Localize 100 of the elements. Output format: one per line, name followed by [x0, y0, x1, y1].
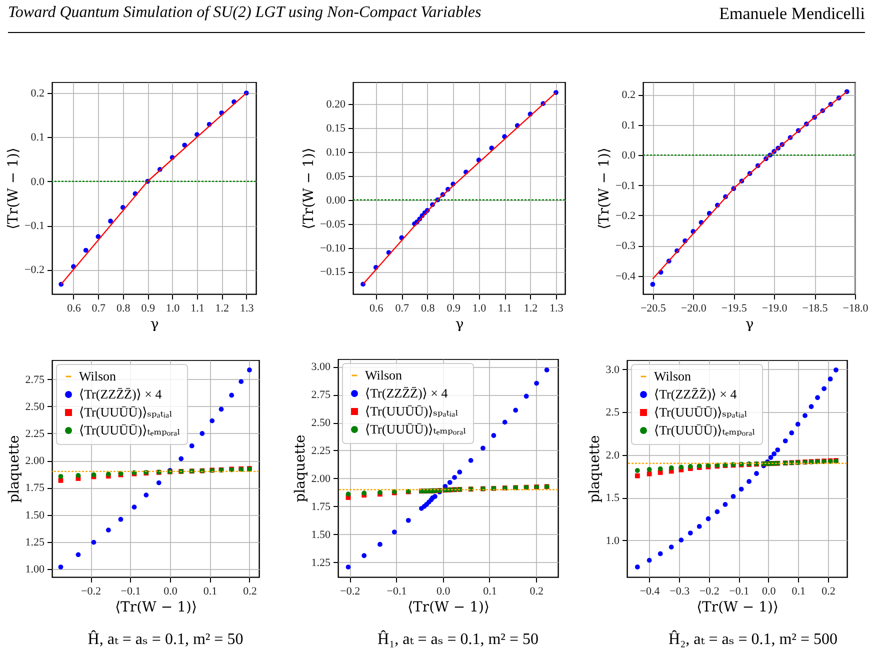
x-tick-label: 1.3	[240, 302, 254, 314]
x-tick-label: 0.1	[483, 586, 497, 598]
y-tick-label: −0.3	[616, 240, 636, 252]
x-tick-label: 0.8	[116, 302, 131, 314]
y-tick-label: 3.0	[606, 364, 620, 376]
legend-label: ⟨Tr(UUŪŪ)⟩ₛₚₐₜᵢₐₗ	[365, 404, 458, 418]
y-tick-label: 1.50	[25, 509, 45, 522]
x-tick-label: 1.2	[215, 302, 230, 314]
x-tick-label: −0.3	[670, 586, 690, 598]
x-tick-label: 0.2	[822, 586, 836, 598]
x-tick-label: 0.0	[436, 586, 451, 598]
legend-label: ⟨Tr(UUŪŪ)⟩ₜₑₘₚₒᵣₐₗ	[79, 422, 180, 438]
x-tick-label: 1.2	[524, 302, 538, 314]
y-tick-label: 1.50	[311, 528, 331, 541]
x-axis-title: ⟨Tr(W − 1)⟩	[408, 600, 490, 616]
x-tick-label: −0.1	[386, 586, 407, 598]
y-tick-label: 2.50	[311, 417, 331, 430]
x-tick-label: 0.7	[395, 302, 410, 314]
x-tick-label: −0.2	[81, 586, 102, 598]
y-tick-label: 1.25	[311, 556, 331, 569]
legend-label: Wilson	[79, 368, 117, 384]
y-tick-label: 0.0	[30, 176, 45, 188]
y-tick-label: 1.5	[606, 492, 620, 504]
y-tick-label: 2.25	[311, 444, 331, 457]
x-tick-label: −0.2	[340, 586, 360, 598]
x-tick-label: −0.2	[699, 586, 720, 598]
y-tick-label: −0.2	[616, 210, 636, 222]
legend-label: ⟨Tr(UUŪŪ)⟩ₛₚₐₜᵢₐₗ	[654, 404, 748, 420]
y-tick-label: 2.75	[311, 389, 331, 402]
legend-label: ⟨Tr(ZZZ̄Z̄)⟩ × 4	[79, 386, 162, 402]
x-tick-label: 1.1	[190, 302, 204, 314]
text: Ĥ, aₜ = aₛ = 0.1, m² = 50	[88, 629, 244, 649]
x-tick-label: 1.1	[498, 302, 512, 314]
x-tick-label: −0.1	[120, 586, 141, 598]
y-tick-label: 3.00	[311, 361, 331, 374]
y-tick-label: −0.10	[320, 242, 346, 254]
x-tick-label: −18.0	[842, 302, 869, 314]
y-tick-label: 0.0	[622, 150, 636, 162]
y-tick-label: 2.50	[25, 400, 45, 413]
y-axis-title: ⟨Tr(W − 1)⟩	[301, 148, 318, 230]
x-axis-title: ⟨Tr(W − 1)⟩	[696, 600, 778, 616]
y-tick-label: −0.2	[24, 264, 44, 276]
x-axis-title: ⟨Tr(W − 1)⟩	[115, 600, 197, 616]
x-tick-label: 0.8	[420, 302, 436, 314]
text: Ĥ₁, aₜ = aₛ = 0.1, m² = 50	[378, 629, 538, 649]
y-tick-label: 0.15	[326, 122, 346, 134]
x-tick-label: 0.2	[530, 586, 544, 598]
legend-label: ⟨Tr(UUŪŪ)⟩ₜₑₘₚₒᵣₐₗ	[365, 422, 466, 436]
y-axis-title: ⟨Tr(W − 1)⟩	[6, 148, 22, 230]
y-tick-label: 0.1	[30, 132, 44, 144]
y-axis-title: plaquette	[586, 435, 603, 503]
x-tick-label: 0.0	[762, 586, 776, 598]
y-tick-label: 2.5	[606, 406, 620, 419]
text: Toward Quantum Simulation of SU(2) LGT using Non-Compact Variables	[8, 4, 482, 22]
y-tick-label: −0.1	[24, 220, 44, 232]
x-tick-label: −0.4	[640, 586, 660, 598]
y-tick-label: 1.00	[25, 563, 45, 576]
y-tick-label: 1.75	[25, 482, 45, 494]
x-tick-label: 1.0	[166, 302, 180, 314]
y-tick-label: 2.75	[25, 374, 45, 386]
y-tick-label: 0.10	[326, 146, 346, 158]
x-tick-label: 1.3	[550, 302, 564, 314]
legend-label: ⟨Tr(UUŪŪ)⟩ₜₑₘₚₒᵣₐₗ	[654, 422, 756, 438]
y-tick-label: 0.00	[326, 194, 346, 206]
y-tick-label: 0.2	[30, 88, 44, 100]
x-tick-label: 1.0	[472, 302, 487, 314]
x-tick-label: 0.1	[203, 586, 218, 598]
legend-label: ⟨Tr(UUŪŪ)⟩ₛₚₐₜᵢₐₗ	[79, 404, 172, 420]
legend-label: Wilson	[365, 368, 403, 382]
y-tick-label: 2.00	[25, 455, 45, 468]
legend-label: ⟨Tr(ZZZ̄Z̄)⟩ × 4	[654, 386, 738, 402]
y-tick-label: 1.0	[606, 534, 620, 547]
x-tick-label: 0.2	[243, 586, 257, 598]
legend-label: Wilson	[654, 368, 692, 384]
y-tick-label: 0.2	[622, 89, 636, 102]
y-tick-label: 2.0	[606, 449, 620, 462]
y-axis-title: plaquette	[6, 435, 22, 503]
x-tick-label: −18.5	[802, 302, 828, 314]
x-tick-label: 0.0	[164, 586, 178, 598]
legend-label: ⟨Tr(ZZZ̄Z̄)⟩ × 4	[365, 386, 448, 400]
x-tick-label: 0.6	[67, 302, 82, 314]
y-tick-label: 0.20	[326, 98, 346, 111]
x-tick-label: 0.1	[792, 586, 806, 598]
x-tick-label: 0.9	[446, 302, 461, 314]
x-tick-label: 0.9	[141, 302, 156, 314]
x-tick-label: −0.1	[729, 586, 750, 598]
y-tick-label: −0.1	[616, 180, 636, 192]
x-tick-label: −20.5	[640, 302, 666, 314]
y-axis-title: ⟨Tr(W − 1)⟩	[596, 148, 613, 230]
y-tick-label: 1.75	[311, 500, 331, 513]
y-tick-label: −0.05	[320, 218, 346, 230]
x-tick-label: −19.5	[721, 302, 748, 314]
x-tick-label: 0.7	[92, 302, 106, 314]
y-axis-title: plaquette	[292, 434, 308, 502]
text: Ĥ₂, aₜ = aₛ = 0.1, m² = 500	[668, 629, 838, 649]
y-tick-label: 1.25	[25, 536, 45, 548]
y-tick-label: 2.00	[311, 472, 331, 485]
y-tick-label: −0.4	[616, 270, 636, 282]
text: Emanuele Mendicelli	[719, 4, 865, 24]
y-tick-label: 0.05	[326, 170, 346, 182]
